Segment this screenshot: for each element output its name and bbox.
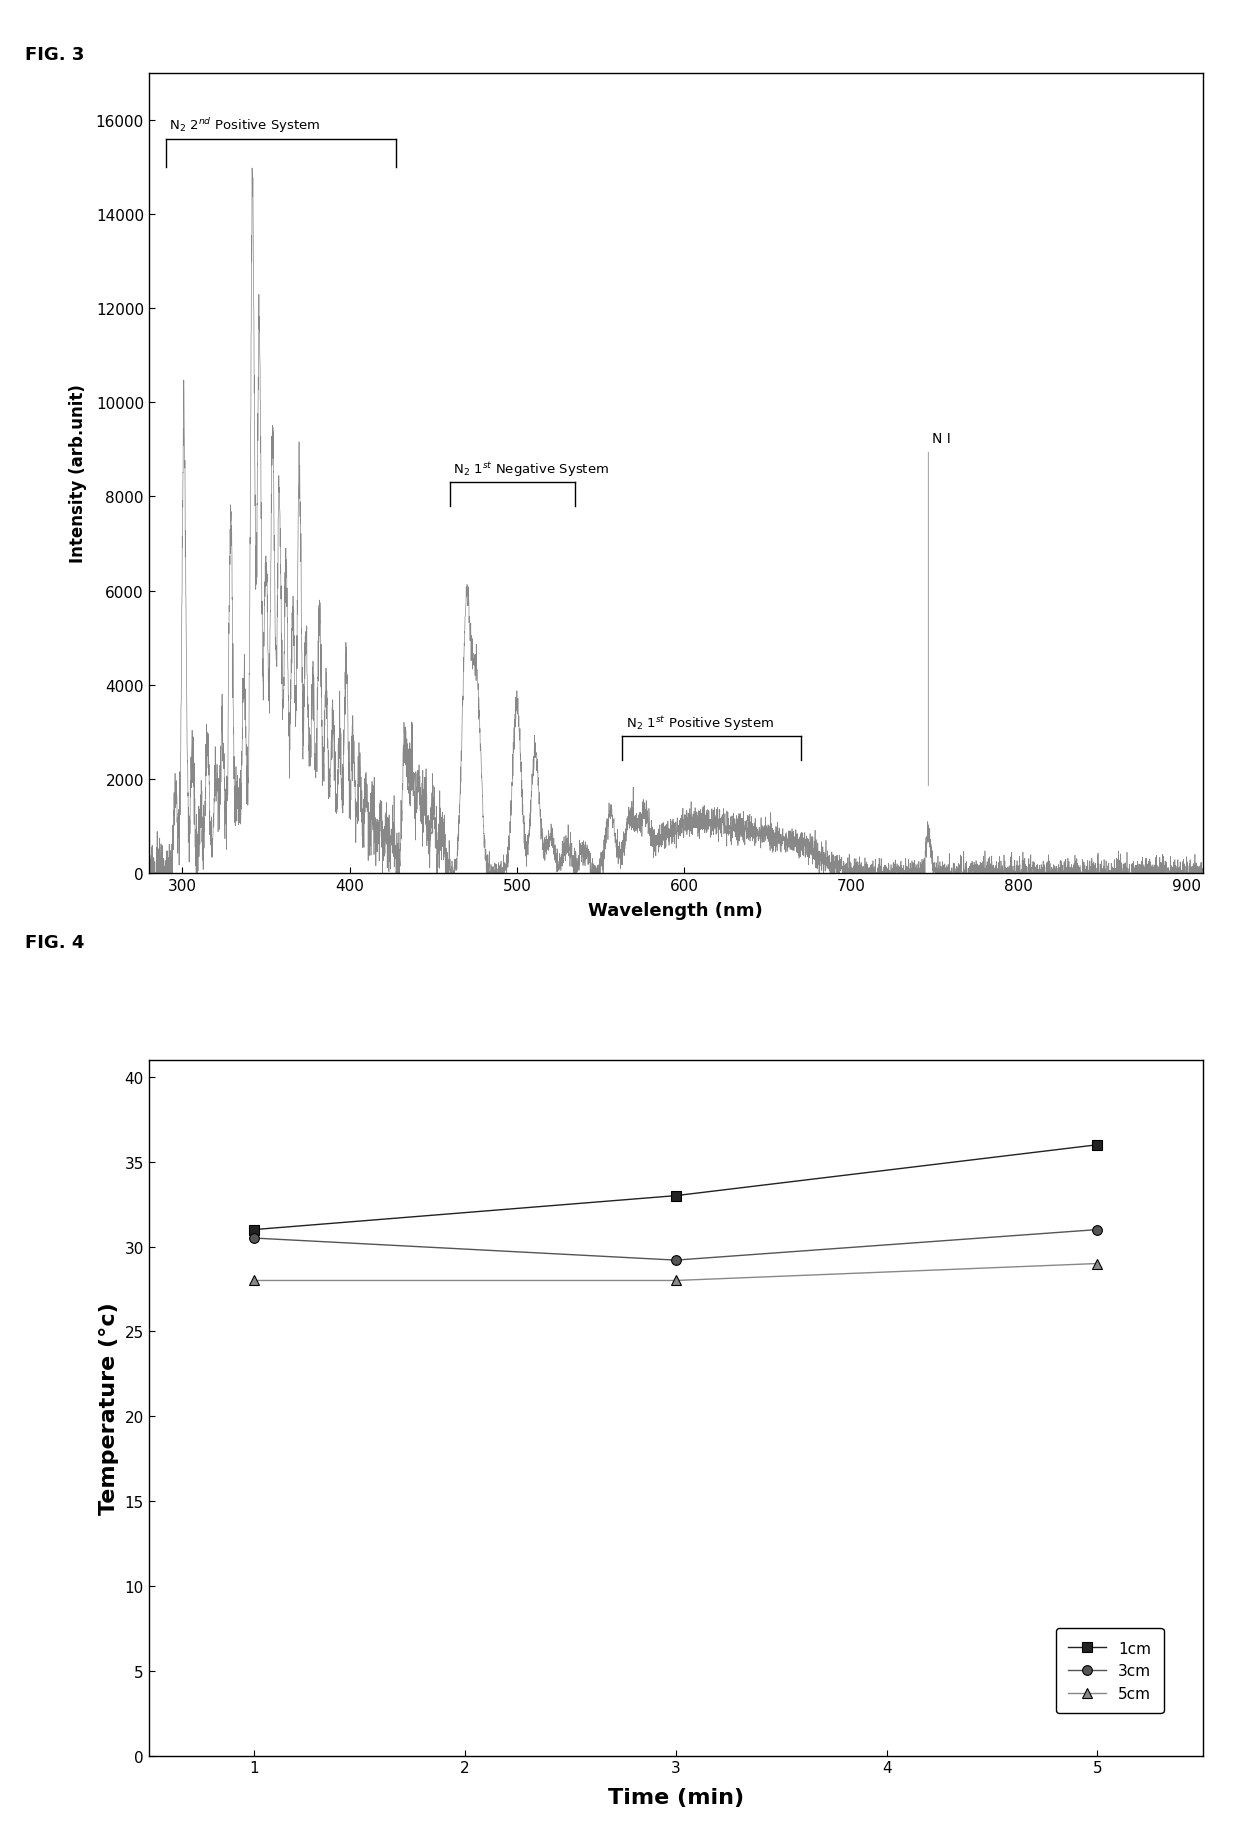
Legend: 1cm, 3cm, 5cm: 1cm, 3cm, 5cm (1055, 1628, 1163, 1713)
X-axis label: Time (min): Time (min) (608, 1787, 744, 1807)
Text: N$_2$ 1$^{st}$ Positive System: N$_2$ 1$^{st}$ Positive System (626, 713, 774, 732)
Y-axis label: Temperature (°c): Temperature (°c) (99, 1301, 119, 1514)
Line: 5cm: 5cm (249, 1258, 1102, 1286)
Line: 1cm: 1cm (249, 1140, 1102, 1234)
3cm (247, 1227, 262, 1249)
5cm (668, 1270, 683, 1292)
5cm (247, 1270, 262, 1292)
Text: N I: N I (931, 431, 951, 445)
Line: 3cm: 3cm (249, 1225, 1102, 1266)
1cm (247, 1220, 262, 1242)
X-axis label: Wavelength (nm): Wavelength (nm) (589, 902, 763, 920)
Text: N$_2$ 1$^{st}$ Negative System: N$_2$ 1$^{st}$ Negative System (454, 460, 609, 479)
1cm (668, 1185, 683, 1207)
5cm (1090, 1253, 1105, 1275)
Text: FIG. 4: FIG. 4 (25, 933, 84, 952)
Text: FIG. 3: FIG. 3 (25, 46, 84, 65)
Y-axis label: Intensity (arb.unit): Intensity (arb.unit) (69, 384, 87, 564)
3cm (668, 1249, 683, 1271)
3cm (1090, 1220, 1105, 1242)
Text: N$_2$ 2$^{nd}$ Positive System: N$_2$ 2$^{nd}$ Positive System (169, 116, 320, 135)
1cm (1090, 1135, 1105, 1157)
